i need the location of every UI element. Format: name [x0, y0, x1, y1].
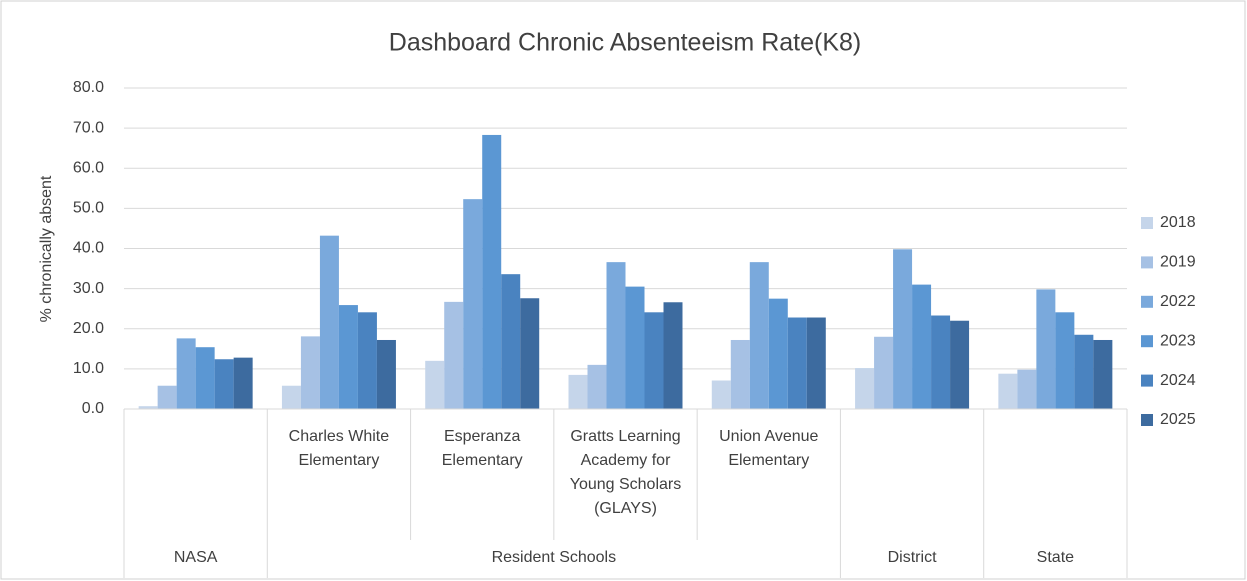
bar	[711, 380, 731, 409]
bar	[463, 199, 483, 409]
x-tick-label: Union Avenue Elementary	[719, 428, 819, 469]
bar	[1055, 312, 1075, 409]
legend-label: 2019	[1160, 254, 1196, 271]
group-label: State	[1037, 549, 1074, 566]
y-tick-label: 0.0	[82, 400, 104, 417]
legend-swatch	[1141, 335, 1153, 348]
legend-label: 2023	[1160, 332, 1196, 349]
bar	[568, 374, 588, 409]
y-tick-label: 60.0	[73, 159, 104, 176]
bar	[281, 385, 301, 409]
category-label-box: Union Avenue Elementary	[719, 428, 819, 469]
bar	[730, 339, 750, 409]
bar	[1093, 339, 1113, 409]
bar	[950, 320, 970, 409]
bar	[893, 249, 913, 409]
legend-swatch	[1141, 217, 1153, 229]
group-label: Resident Schools	[492, 549, 617, 566]
bar	[625, 286, 645, 409]
bar	[587, 364, 607, 409]
bar	[176, 338, 196, 409]
legend-label: 2025	[1160, 411, 1196, 428]
bar	[874, 336, 894, 409]
bar	[998, 373, 1018, 409]
legend-swatch	[1141, 374, 1153, 387]
bar	[806, 317, 826, 409]
group-label: NASA	[174, 549, 218, 566]
bar	[855, 368, 875, 409]
y-tick-label: 40.0	[73, 240, 104, 257]
bar	[376, 339, 396, 409]
y-tick-label: 10.0	[73, 360, 104, 377]
x-tick-label: Gratts Learning Academy for Young Schola…	[569, 428, 682, 517]
bar	[425, 360, 445, 409]
y-tick-label: 80.0	[73, 79, 104, 96]
bar	[931, 315, 951, 409]
bar	[606, 262, 626, 409]
bar	[319, 235, 339, 409]
x-tick-label: Charles White Elementary	[288, 428, 390, 469]
legend-label: 2022	[1160, 293, 1196, 310]
bar	[233, 357, 253, 409]
y-tick-label: 30.0	[73, 280, 104, 297]
chart-title: Dashboard Chronic Absenteeism Rate(K8)	[389, 29, 861, 57]
legend-swatch	[1141, 414, 1153, 426]
bar	[138, 406, 158, 409]
bar	[644, 312, 664, 409]
category-label-box: Charles White Elementary	[288, 428, 390, 469]
bar	[300, 336, 320, 409]
bar	[214, 359, 234, 409]
bar	[444, 301, 464, 409]
bar	[338, 305, 358, 409]
bar	[357, 312, 377, 409]
bar	[1074, 334, 1094, 409]
bar	[768, 298, 788, 409]
y-tick-label: 50.0	[73, 200, 104, 217]
bar	[1036, 289, 1056, 409]
bar	[663, 302, 683, 409]
legend-label: 2024	[1160, 372, 1196, 389]
bar	[787, 317, 807, 409]
bar	[501, 274, 521, 409]
legend-swatch	[1141, 256, 1153, 269]
x-tick-label: Esperanza Elementary	[441, 428, 523, 469]
bar	[1017, 369, 1037, 409]
bar	[482, 134, 502, 410]
bar	[912, 284, 932, 409]
bar	[520, 298, 540, 409]
bar	[749, 262, 769, 409]
legend-swatch	[1141, 295, 1153, 308]
category-label-box: Esperanza Elementary	[441, 428, 523, 469]
bar	[195, 347, 215, 409]
y-tick-label: 70.0	[73, 119, 104, 136]
y-axis-label: % chronically absent	[38, 175, 55, 322]
bar	[157, 385, 177, 409]
group-label: District	[888, 549, 937, 566]
legend-label: 2018	[1160, 214, 1196, 231]
category-label-box: Gratts Learning Academy for Young Schola…	[569, 428, 682, 517]
y-tick-label: 20.0	[73, 320, 104, 337]
